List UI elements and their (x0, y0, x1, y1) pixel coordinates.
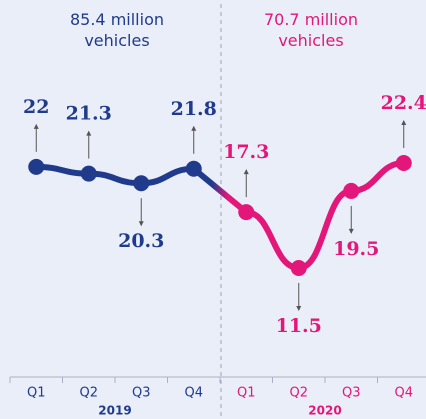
pointer-head (348, 228, 354, 234)
pointer-head (296, 306, 302, 311)
year-label: 2020 (308, 404, 341, 418)
pointer-head (401, 120, 407, 125)
annotation: 70.7 million vehicles (263, 10, 358, 50)
point (290, 260, 307, 276)
x-tick-label: Q4 (394, 386, 413, 401)
pointer-head (191, 125, 197, 131)
data-label: 21.3 (66, 103, 112, 125)
x-tick-label: Q4 (184, 386, 203, 401)
line (33, 163, 197, 187)
data-label: 11.5 (276, 315, 322, 337)
data-label: 22.4 (381, 92, 426, 114)
year-label: 2019 (98, 404, 131, 418)
point (238, 204, 255, 221)
x-tick-label: Q3 (132, 386, 151, 401)
pointer-head (138, 221, 144, 227)
point (133, 175, 150, 192)
x-tick-label: Q2 (289, 386, 308, 401)
data-label: 17.3 (223, 141, 269, 163)
x-tick-label: Q1 (237, 386, 256, 401)
annotation: 85.4 million vehicles (69, 10, 164, 50)
x-tick-label: Q3 (342, 386, 361, 401)
point (395, 155, 412, 171)
x-tick-label: Q2 (79, 386, 98, 401)
data-label: 21.8 (171, 98, 217, 120)
pointer-head (86, 130, 92, 136)
pointer-head (33, 123, 39, 129)
data-label: 19.5 (333, 238, 379, 260)
data-label: 20.3 (118, 230, 164, 252)
x-tick-label: Q1 (27, 386, 46, 401)
data-label: 22 (23, 96, 49, 118)
point (343, 182, 360, 199)
line (243, 160, 407, 272)
point (185, 160, 202, 177)
point (80, 165, 97, 182)
line-bridge (190, 165, 250, 216)
pointer-head (243, 169, 249, 175)
point (28, 158, 45, 175)
